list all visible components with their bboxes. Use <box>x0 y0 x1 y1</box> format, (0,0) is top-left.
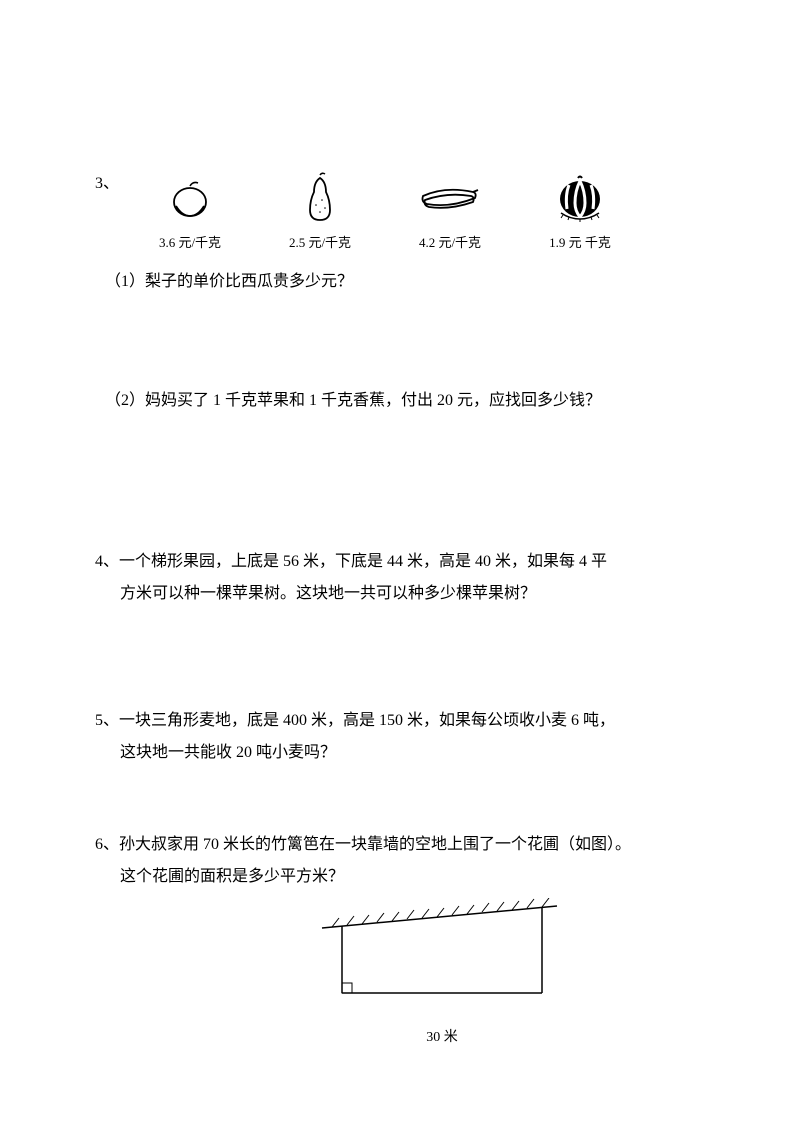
apple-label: 3.6 元/千克 <box>159 231 221 254</box>
fruit-watermelon: 1.9 元 千克 <box>530 170 630 254</box>
fruit-pear: 2.5 元/千克 <box>270 170 370 254</box>
pear-label: 2.5 元/千克 <box>289 231 351 254</box>
question-3: 3、 3.6 元/千克 <box>95 170 699 254</box>
q6-diagram-wrap: 30 米 <box>95 898 699 1052</box>
fruits-row: 3.6 元/千克 2.5 元/千克 <box>140 170 630 254</box>
pear-icon <box>300 170 340 225</box>
q4-line2: 方米可以种一棵苹果树。这块地一共可以种多少棵苹果树？ <box>95 578 699 610</box>
watermelon-icon <box>555 170 605 225</box>
q3-number: 3、 <box>95 170 130 199</box>
q5-line2: 这块地一共能收 20 吨小麦吗？ <box>95 737 699 769</box>
q5-line1: 5、一块三角形麦地，底是 400 米，高是 150 米，如果每公顷收小麦 6 吨… <box>95 705 699 737</box>
fruit-banana: 4.2 元/千克 <box>400 170 500 254</box>
q4-line1: 4、一个梯形果园，上底是 56 米，下底是 44 米，高是 40 米，如果每 4… <box>95 546 699 578</box>
question-4: 4、一个梯形果园，上底是 56 米，下底是 44 米，高是 40 米，如果每 4… <box>95 546 699 610</box>
q6-diagram: 30 米 <box>312 898 572 1052</box>
fruit-apple: 3.6 元/千克 <box>140 170 240 254</box>
q6-diagram-label: 30 米 <box>312 1024 572 1052</box>
banana-label: 4.2 元/千克 <box>419 231 481 254</box>
apple-icon <box>168 170 213 225</box>
q6-line1: 6、孙大叔家用 70 米长的竹篱笆在一块靠墙的空地上围了一个花圃（如图）。 <box>95 829 699 861</box>
q3-sub1: （1）梨子的单价比西瓜贵多少元？ <box>105 268 699 297</box>
banana-icon <box>415 170 485 225</box>
q6-line2: 这个花圃的面积是多少平方米？ <box>95 861 699 893</box>
question-6: 6、孙大叔家用 70 米长的竹篱笆在一块靠墙的空地上围了一个花圃（如图）。 这个… <box>95 829 699 1052</box>
q3-sub2: （2）妈妈买了 1 千克苹果和 1 千克香蕉，付出 20 元，应找回多少钱？ <box>105 387 699 416</box>
watermelon-label: 1.9 元 千克 <box>549 231 611 254</box>
question-5: 5、一块三角形麦地，底是 400 米，高是 150 米，如果每公顷收小麦 6 吨… <box>95 705 699 769</box>
